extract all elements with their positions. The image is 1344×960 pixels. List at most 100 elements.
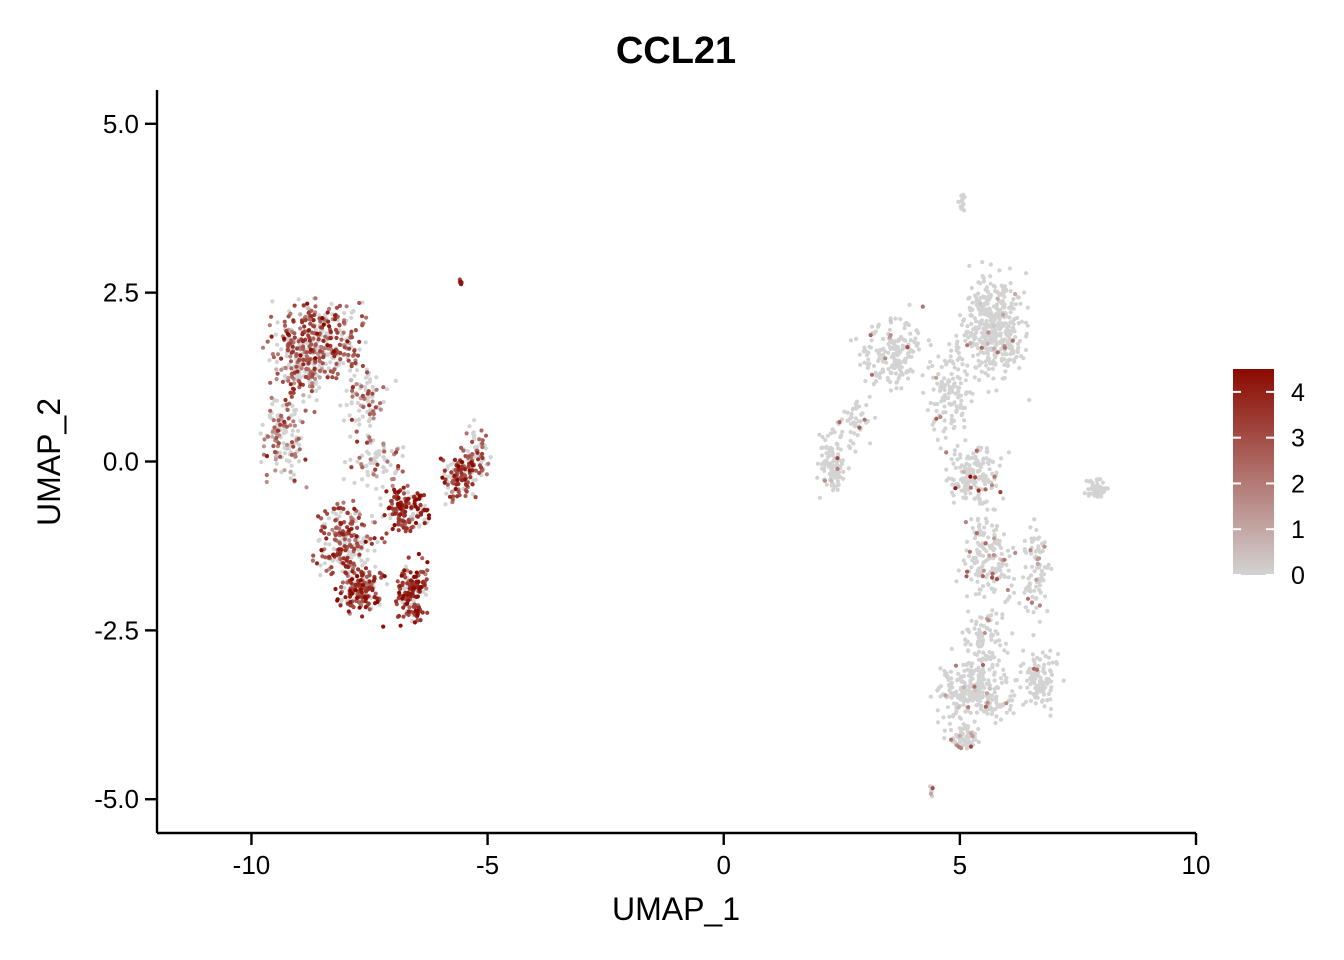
cell-point	[1035, 695, 1040, 701]
cell-point	[304, 350, 309, 355]
cell-point	[356, 547, 361, 552]
cell-point	[273, 450, 278, 455]
cell-point	[886, 367, 891, 372]
cell-point	[470, 439, 475, 444]
cell-point	[817, 432, 822, 437]
cell-point	[396, 613, 402, 619]
cell-point	[285, 347, 290, 352]
cell-point	[347, 346, 352, 351]
cell-point	[1029, 564, 1035, 570]
cell-point	[982, 630, 987, 636]
cell-point	[354, 382, 359, 387]
cell-point	[415, 514, 420, 519]
cell-point	[352, 546, 357, 552]
cell-point	[462, 477, 468, 482]
cell-point	[277, 450, 282, 455]
cell-point	[1010, 326, 1015, 331]
cell-point	[976, 524, 982, 529]
cell-point	[1028, 690, 1033, 695]
cell-point	[310, 381, 315, 386]
cell-point	[288, 341, 293, 346]
cell-point	[338, 403, 343, 408]
cell-point	[455, 477, 460, 482]
cell-point	[949, 371, 954, 377]
cell-point	[342, 460, 348, 465]
cell-point	[976, 635, 981, 641]
cell-point	[415, 608, 420, 613]
cell-point	[268, 380, 273, 385]
cell-point	[334, 376, 339, 381]
cell-point	[311, 324, 317, 329]
cell-point	[928, 694, 933, 699]
cell-point	[486, 461, 491, 466]
cell-point	[313, 327, 319, 332]
cell-point	[1007, 554, 1012, 559]
cell-point	[983, 704, 989, 709]
cell-point	[1007, 315, 1012, 320]
cell-point	[920, 373, 925, 378]
cell-point	[960, 362, 965, 367]
cell-point	[899, 370, 904, 375]
cell-point	[341, 561, 346, 566]
cell-point	[312, 366, 317, 371]
cell-point	[971, 353, 976, 358]
cell-point	[1048, 713, 1053, 718]
cell-point	[360, 614, 365, 619]
cell-point	[815, 475, 820, 480]
cell-point	[270, 299, 275, 304]
cell-point	[952, 452, 957, 457]
cell-point	[944, 450, 949, 455]
cell-point	[274, 377, 279, 382]
cell-point	[891, 366, 897, 371]
cell-point	[836, 482, 841, 487]
cell-point	[352, 348, 357, 353]
cell-point	[259, 460, 264, 465]
cell-point	[979, 369, 984, 374]
cell-point	[304, 366, 309, 372]
cell-point	[820, 434, 825, 440]
cell-point	[300, 420, 305, 425]
cell-point	[1006, 568, 1011, 573]
cell-point	[352, 373, 357, 378]
cell-point	[963, 491, 968, 496]
cell-point	[953, 663, 959, 668]
cell-point	[335, 330, 340, 335]
cell-point	[346, 531, 351, 536]
cell-point	[902, 357, 907, 362]
cell-point	[931, 387, 936, 392]
cell-point	[832, 430, 837, 435]
cell-point	[409, 505, 414, 510]
cell-point	[350, 569, 355, 574]
cell-point	[978, 349, 983, 355]
cell-point	[930, 422, 935, 427]
cell-point	[987, 667, 992, 672]
cell-point	[476, 457, 481, 462]
cell-point	[912, 339, 917, 345]
cell-point	[948, 727, 954, 733]
cell-point	[342, 537, 347, 542]
cell-point	[970, 391, 975, 396]
cell-point	[965, 569, 970, 574]
cell-point	[1005, 363, 1011, 368]
cell-point	[942, 387, 947, 393]
cell-point	[953, 391, 958, 396]
cell-point	[330, 375, 335, 380]
cell-point	[953, 711, 959, 716]
cell-point	[963, 378, 968, 383]
cell-point	[359, 587, 364, 592]
cell-point	[1021, 661, 1026, 666]
cell-point	[948, 354, 953, 359]
cell-point	[1013, 550, 1018, 556]
cell-point	[408, 570, 413, 575]
cell-point	[350, 519, 355, 525]
cell-point	[920, 304, 925, 309]
cell-point	[332, 317, 338, 322]
cell-point	[470, 492, 475, 497]
cell-point	[997, 638, 1002, 643]
cell-point	[328, 360, 333, 365]
cell-point	[470, 482, 475, 487]
cell-point	[967, 549, 973, 554]
cell-point	[989, 483, 995, 488]
cell-point	[309, 308, 314, 313]
cell-point	[365, 534, 370, 539]
